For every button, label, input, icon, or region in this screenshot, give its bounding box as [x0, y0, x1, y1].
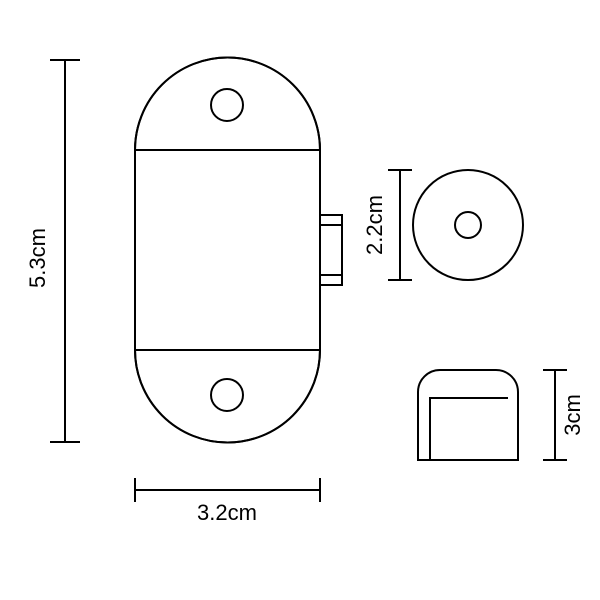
technical-drawing: 5.3cm 3.2cm 2.2cm 3cm	[0, 0, 600, 600]
dim-height-main: 5.3cm	[25, 60, 80, 442]
dim-height-label: 5.3cm	[25, 228, 50, 288]
side-part	[418, 370, 518, 460]
dim-circle-label: 2.2cm	[362, 195, 387, 255]
circle-part	[413, 170, 523, 280]
dim-circle: 2.2cm	[362, 170, 412, 280]
main-hole-top	[211, 89, 243, 121]
main-hole-bottom	[211, 379, 243, 411]
main-body	[135, 150, 320, 350]
dim-side: 3cm	[543, 370, 585, 460]
side-outer	[418, 370, 518, 460]
circle-inner	[455, 212, 481, 238]
dim-side-label: 3cm	[560, 394, 585, 436]
dim-width-label: 3.2cm	[197, 500, 257, 525]
main-part	[135, 58, 342, 443]
dim-width-main: 3.2cm	[135, 478, 320, 525]
